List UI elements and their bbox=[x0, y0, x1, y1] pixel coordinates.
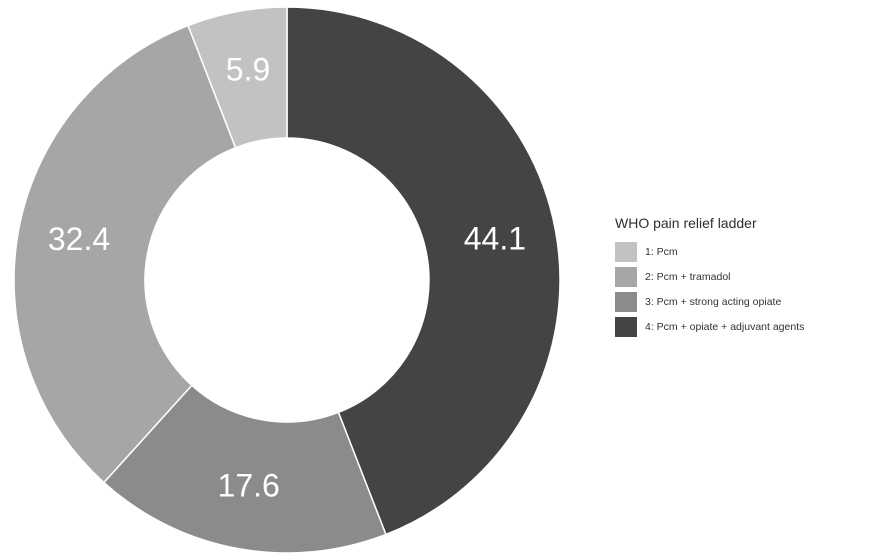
legend-title: WHO pain relief ladder bbox=[615, 215, 757, 231]
legend-swatch-pcm bbox=[615, 242, 637, 262]
legend-item-pcm-strong-opiate: 3: Pcm + strong acting opiate bbox=[615, 291, 878, 313]
legend-item-pcm: 1: Pcm bbox=[615, 241, 878, 263]
legend-label-pcm-strong-opiate: 3: Pcm + strong acting opiate bbox=[645, 296, 782, 308]
legend-item-pcm-opiate-adjuvant: 4: Pcm + opiate + adjuvant agents bbox=[615, 316, 878, 338]
legend-swatch-pcm-strong-opiate bbox=[615, 292, 637, 312]
data-label-pcm-tramadol: 32.4 bbox=[48, 221, 110, 257]
legend-swatch-pcm-opiate-adjuvant bbox=[615, 317, 637, 337]
data-label-pcm-opiate-adjuvant: 44.1 bbox=[464, 220, 526, 256]
donut-slice-pcm-opiate-adjuvant bbox=[286, 6, 561, 536]
data-label-pcm-strong-opiate: 17.6 bbox=[218, 467, 280, 503]
chart-legend: WHO pain relief ladder 1: Pcm 2: Pcm + t… bbox=[615, 215, 878, 341]
legend-item-pcm-tramadol: 2: Pcm + tramadol bbox=[615, 266, 878, 288]
donut-slices bbox=[13, 6, 561, 554]
legend-label-pcm-tramadol: 2: Pcm + tramadol bbox=[645, 271, 731, 283]
legend-label-pcm: 1: Pcm bbox=[645, 246, 678, 258]
donut-slice-pcm-tramadol bbox=[13, 24, 237, 484]
donut-data-labels: 44.1 17.6 32.4 5.9 bbox=[48, 52, 526, 504]
donut-slice-pcm bbox=[187, 6, 288, 149]
legend-swatch-pcm-tramadol bbox=[615, 267, 637, 287]
data-label-pcm: 5.9 bbox=[226, 52, 270, 88]
donut-slice-pcm-strong-opiate bbox=[102, 384, 387, 554]
legend-label-pcm-opiate-adjuvant: 4: Pcm + opiate + adjuvant agents bbox=[645, 321, 805, 333]
